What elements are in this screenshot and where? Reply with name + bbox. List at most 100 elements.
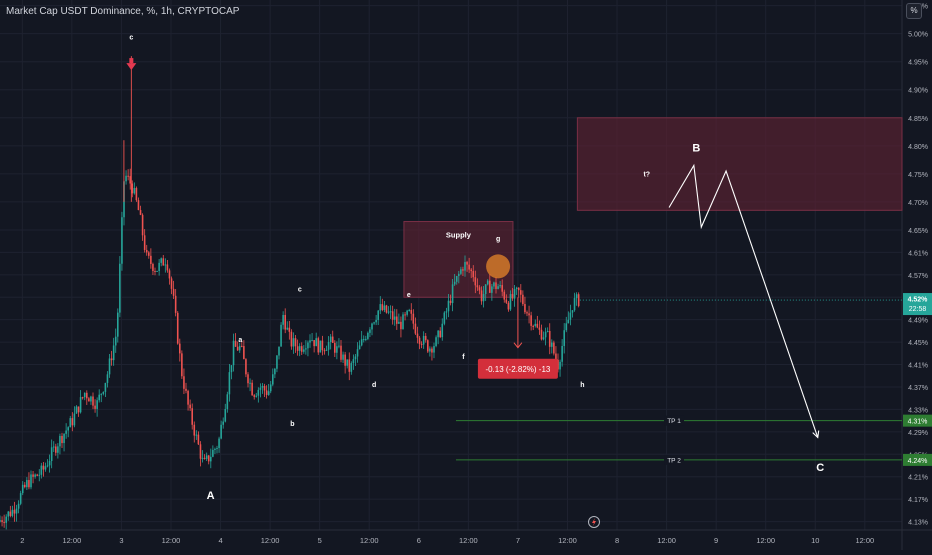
candle-body <box>493 282 495 287</box>
candle-body <box>220 424 222 439</box>
candle-body <box>292 338 295 347</box>
candle-body <box>179 343 181 354</box>
candle-body <box>164 264 167 266</box>
candle-body <box>546 330 549 332</box>
candle-body <box>257 389 260 396</box>
candle-body <box>284 314 287 330</box>
candle-body <box>67 427 70 431</box>
candle-body <box>36 474 39 476</box>
candle-body <box>199 444 202 459</box>
candle-body <box>389 311 392 313</box>
candle-body <box>300 346 303 352</box>
resistance-zone <box>576 117 903 211</box>
candle-body <box>565 323 568 331</box>
candle-body <box>90 396 92 402</box>
y-tick-label: 4.65% <box>908 228 928 235</box>
wave-label: a <box>238 337 242 344</box>
candle-body <box>166 264 169 271</box>
candle-body <box>11 509 14 516</box>
target-label: TP 1 <box>667 418 681 425</box>
candle-body <box>278 346 280 356</box>
candle-body <box>325 349 328 351</box>
candle-body <box>373 322 375 324</box>
candle-body <box>536 323 539 328</box>
candle-body <box>170 278 173 289</box>
candle-body <box>145 249 148 253</box>
candle-body <box>439 330 442 338</box>
candle-body <box>412 313 415 324</box>
target-price-tag <box>903 414 932 427</box>
candle-body <box>193 424 196 436</box>
candle-body <box>158 262 160 271</box>
candle-body <box>575 294 578 299</box>
measure-label: -0.13 (-2.82%) -13 <box>485 365 550 374</box>
candle-body <box>127 175 129 177</box>
candle-body <box>24 484 26 488</box>
candle-body <box>466 262 468 265</box>
candle-body <box>544 331 547 338</box>
percent-scale-button[interactable]: % <box>906 3 922 19</box>
candle-body <box>435 337 437 347</box>
candle-body <box>65 430 67 434</box>
candle-body <box>42 465 45 470</box>
wave-label: A <box>207 490 215 502</box>
candle-body <box>538 327 541 330</box>
candle-body <box>139 210 142 215</box>
candle-body <box>86 392 88 399</box>
x-tick-label: 12:00 <box>558 536 577 545</box>
candle-body <box>205 455 208 459</box>
candle-body <box>327 342 330 350</box>
spike-arrow-shaft <box>129 58 134 64</box>
candle-body <box>245 359 247 375</box>
candle-body <box>418 337 421 344</box>
y-tick-label: 4.85% <box>908 116 928 123</box>
candle-body <box>251 382 253 396</box>
candle-body <box>228 372 231 395</box>
candle-body <box>313 340 315 347</box>
candle-body <box>501 285 504 292</box>
wave-label: e <box>407 292 411 299</box>
y-tick-label: 4.37% <box>908 385 928 392</box>
candle-body <box>174 295 177 313</box>
candle-body <box>491 286 493 293</box>
candle-body <box>400 321 402 330</box>
target-price-label: 4.24% <box>908 458 928 465</box>
candle-body <box>131 183 134 194</box>
x-tick-label: 3 <box>119 536 123 545</box>
candle-body <box>249 382 251 384</box>
spike-arrow-head <box>126 63 137 71</box>
candle-body <box>503 291 506 300</box>
candle-body <box>189 404 191 409</box>
candle-body <box>34 474 36 477</box>
y-tick-label: 4.90% <box>908 88 928 95</box>
candle-body <box>79 397 82 413</box>
wave-label: c <box>298 287 302 294</box>
y-tick-label: 4.29% <box>908 430 928 437</box>
candle-body <box>522 294 524 305</box>
candle-body <box>369 329 371 333</box>
candle-body <box>181 353 183 377</box>
candle-body <box>571 310 574 313</box>
candle-body <box>387 311 390 313</box>
candle-body <box>71 418 74 426</box>
candle-body <box>433 346 435 353</box>
candle-body <box>408 309 411 311</box>
candle-body <box>416 333 419 338</box>
candle-body <box>497 286 499 289</box>
candle-body <box>26 480 28 488</box>
candle-body <box>197 434 200 445</box>
candle-body <box>55 446 57 453</box>
candle-body <box>534 323 537 327</box>
candle-body <box>9 511 12 516</box>
y-tick-label: 4.61% <box>908 250 928 257</box>
candle-body <box>458 273 460 277</box>
candle-body <box>393 316 396 320</box>
candle-body <box>272 374 274 385</box>
candle-body <box>414 323 417 334</box>
candle-body <box>263 385 266 391</box>
x-tick-label: 9 <box>714 536 718 545</box>
candle-body <box>255 395 258 397</box>
x-tick-label: 12:00 <box>756 536 775 545</box>
